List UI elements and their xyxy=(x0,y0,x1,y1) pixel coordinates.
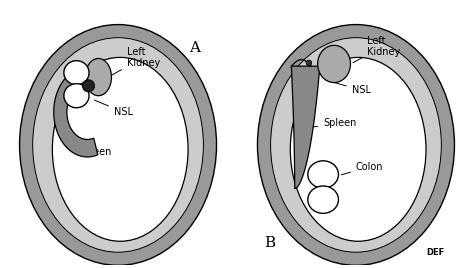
Ellipse shape xyxy=(290,57,426,241)
Ellipse shape xyxy=(53,57,188,241)
Ellipse shape xyxy=(64,84,89,108)
Text: Left
Kidney: Left Kidney xyxy=(110,47,160,76)
Text: Spleen: Spleen xyxy=(297,118,356,129)
Ellipse shape xyxy=(318,45,350,83)
Text: Spleen: Spleen xyxy=(63,139,112,157)
Ellipse shape xyxy=(82,80,94,92)
Ellipse shape xyxy=(33,38,203,252)
Ellipse shape xyxy=(64,61,89,85)
Ellipse shape xyxy=(306,60,311,66)
Ellipse shape xyxy=(271,38,441,252)
Ellipse shape xyxy=(257,25,455,265)
Text: Left
Kidney: Left Kidney xyxy=(353,36,400,63)
Text: B: B xyxy=(264,236,275,250)
Ellipse shape xyxy=(85,58,111,96)
Polygon shape xyxy=(54,67,98,157)
Polygon shape xyxy=(292,66,320,189)
Text: DEF: DEF xyxy=(426,248,444,258)
Text: NSL: NSL xyxy=(94,100,133,117)
Ellipse shape xyxy=(19,25,217,265)
Ellipse shape xyxy=(308,161,338,188)
Text: NSL: NSL xyxy=(326,80,371,95)
Ellipse shape xyxy=(308,186,338,213)
Text: Colon: Colon xyxy=(341,162,383,175)
Text: A: A xyxy=(189,41,200,55)
